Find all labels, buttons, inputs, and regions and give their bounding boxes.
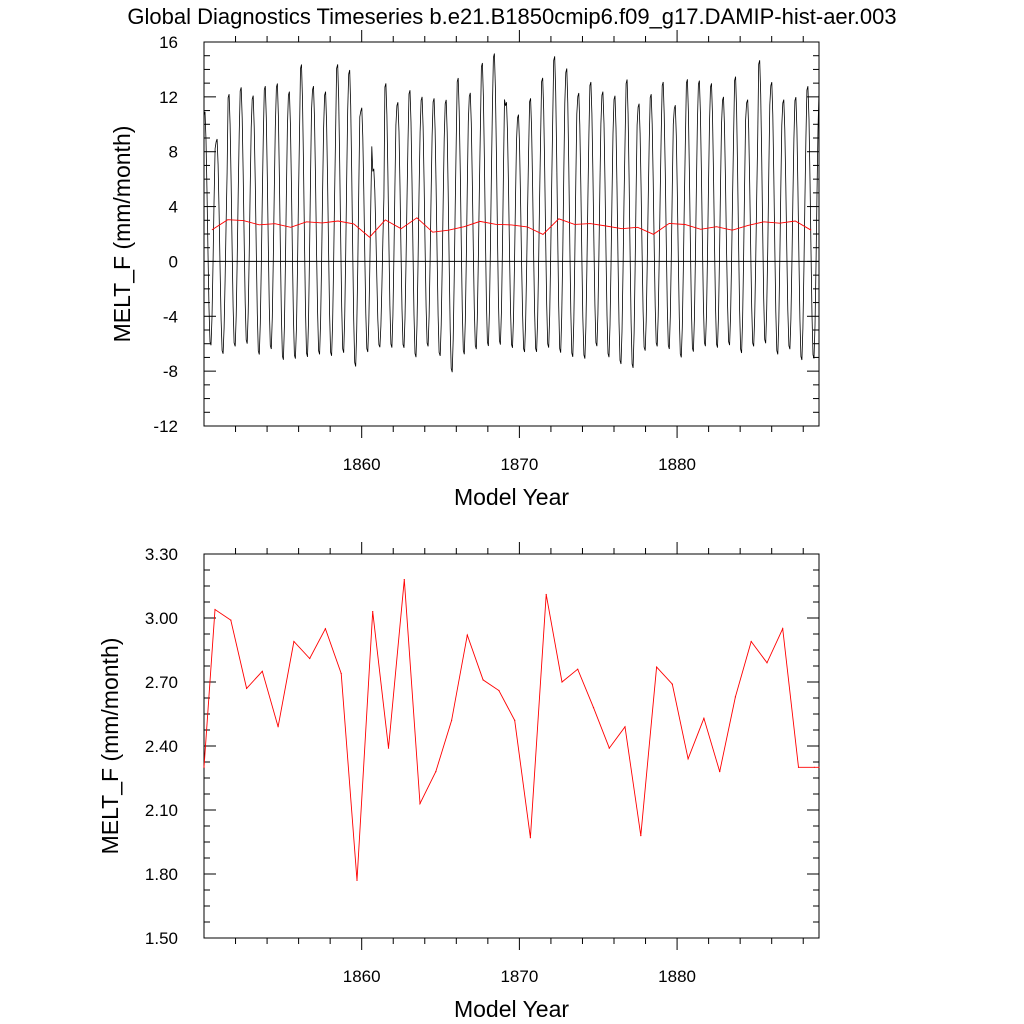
- annual-mean-point: [372, 611, 374, 613]
- annual-mean-point: [324, 628, 326, 630]
- annual-mean-point: [230, 619, 232, 621]
- annual-mean-point: [403, 579, 405, 581]
- annual-mean-panel: 1.50 1.80 2.10 2.40 2.70 3.00 3.30 1860 1870 1880…: [97, 542, 820, 1022]
- annual-mean-point: [561, 681, 563, 683]
- y-tick-label: -12: [153, 417, 178, 436]
- annual-mean-point: [703, 717, 705, 719]
- annual-mean-point: [624, 726, 626, 728]
- y-tick-label: 2.70: [145, 673, 178, 692]
- y-tick-label: 12: [159, 88, 178, 107]
- y-tick-label: 1.50: [145, 929, 178, 948]
- x-tick-label: 1880: [658, 967, 696, 986]
- y-axis-title: MELT_F (mm/month): [97, 638, 123, 855]
- x-tick-label: 1860: [343, 455, 381, 474]
- annual-mean-point: [734, 696, 737, 698]
- annual-mean-point: [592, 707, 595, 709]
- y-tick-label: 3.00: [145, 609, 178, 628]
- x-axis-title: Model Year: [454, 484, 569, 510]
- y-tick-label: 2.40: [145, 737, 178, 756]
- annual-mean-point: [203, 766, 205, 768]
- x-tick-label: 1880: [658, 455, 696, 474]
- annual-mean-point: [766, 662, 768, 664]
- annual-mean-point: [387, 747, 390, 749]
- annual-mean-point: [466, 634, 468, 636]
- annual-mean-point: [545, 593, 547, 596]
- annual-mean-point: [640, 835, 642, 837]
- annual-mean-line: [211, 217, 812, 238]
- annual-mean-point: [687, 758, 689, 760]
- y-tick-label: 4: [169, 198, 178, 217]
- annual-mean-point: [577, 668, 579, 670]
- y-tick-label: 8: [169, 143, 178, 162]
- annual-mean-point: [797, 766, 800, 768]
- annual-mean-point: [656, 666, 658, 668]
- annual-mean-point: [246, 687, 248, 690]
- x-tick-label: 1860: [343, 967, 381, 986]
- annual-mean-line: [203, 579, 819, 881]
- y-tick-label: 3.30: [145, 545, 178, 564]
- y-tick-label: -4: [163, 307, 178, 326]
- annual-mean-point: [813, 766, 815, 768]
- y-tick-label: -8: [163, 362, 178, 381]
- annual-mean-point: [435, 771, 437, 773]
- annual-mean-point: [482, 679, 484, 681]
- annual-mean-point: [293, 640, 295, 643]
- monthly-timeseries-panel: -12 -8 -4 0 4 8 12 16 1860 1870 1880 MELT_F (mm/mon…: [109, 30, 820, 510]
- annual-mean-point: [719, 771, 721, 773]
- annual-mean-point: [340, 672, 342, 675]
- y-tick-label: 2.10: [145, 801, 178, 820]
- annual-mean-point: [514, 719, 516, 722]
- y-tick-label: 0: [169, 252, 178, 271]
- annual-mean-point: [782, 628, 784, 630]
- annual-mean-point: [451, 719, 453, 722]
- y-tick-label: 16: [159, 33, 178, 52]
- x-tick-label: 1870: [500, 455, 538, 474]
- annual-mean-point: [529, 837, 532, 839]
- plot-frame: [203, 41, 820, 427]
- annual-mean-point: [671, 683, 673, 685]
- annual-mean-point: [356, 879, 358, 882]
- annual-mean-point: [419, 803, 421, 805]
- monthly-series-line: [203, 53, 820, 373]
- annual-mean-point: [261, 670, 263, 672]
- annual-mean-point: [608, 747, 610, 749]
- plot-frame: [203, 553, 820, 939]
- annual-mean-point: [214, 608, 216, 611]
- annual-mean-point: [498, 689, 500, 692]
- annual-mean-point: [750, 640, 752, 643]
- x-axis-title: Model Year: [454, 996, 569, 1022]
- y-tick-label: 1.80: [145, 865, 178, 884]
- x-tick-label: 1870: [500, 967, 538, 986]
- annual-mean-point: [309, 657, 311, 660]
- annual-mean-point: [818, 766, 820, 768]
- annual-mean-point: [277, 726, 279, 728]
- y-axis-title: MELT_F (mm/month): [109, 126, 135, 343]
- figure-title: Global Diagnostics Timeseries b.e21.B185…: [127, 4, 896, 29]
